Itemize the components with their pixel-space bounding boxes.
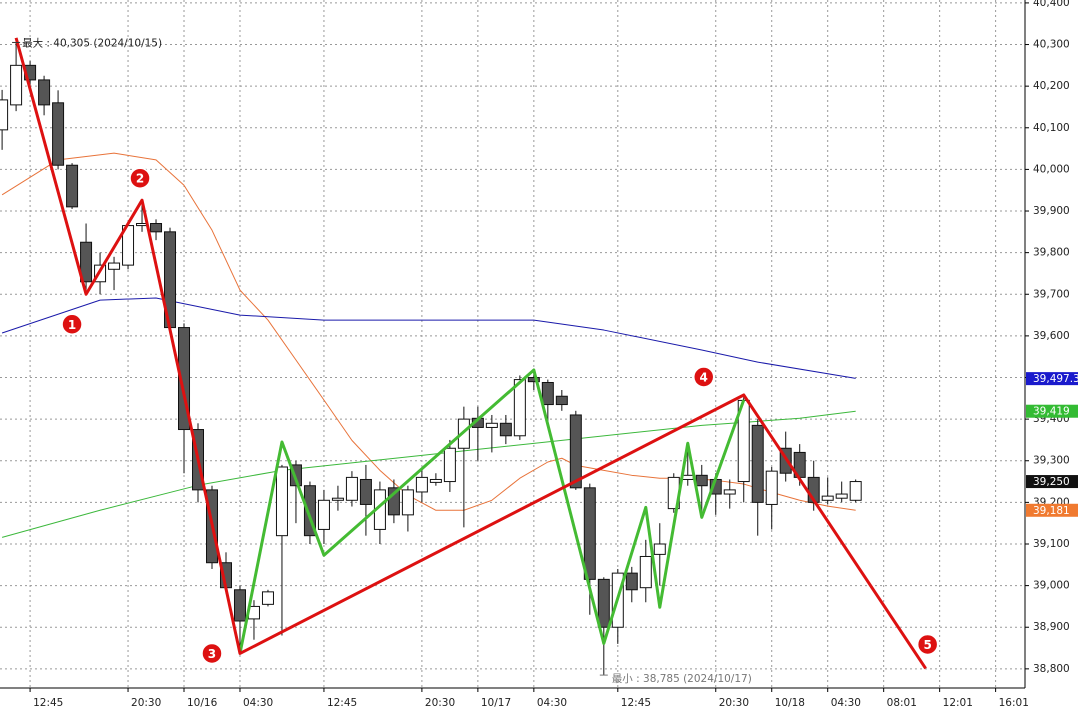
candle-body xyxy=(10,64,23,106)
candle-body xyxy=(289,464,302,487)
x-tick-label: 12:01 xyxy=(943,697,973,709)
y-tick-label: 38,800 xyxy=(1033,663,1070,675)
candle-body xyxy=(835,493,848,499)
candle-body xyxy=(275,466,288,537)
marker-circle xyxy=(129,167,151,189)
candle-body xyxy=(695,474,708,487)
candle-body xyxy=(681,474,694,480)
candle-body xyxy=(359,478,372,505)
y-tick-label: 39,700 xyxy=(1033,288,1070,300)
y-tick-label: 40,300 xyxy=(1033,39,1070,51)
marker-label: 2 xyxy=(136,172,144,186)
price-tag-label: 39,250 xyxy=(1033,476,1070,488)
y-tick-label: 39,100 xyxy=(1033,538,1070,550)
marker-circle xyxy=(61,313,83,336)
x-tick-label: 04:30 xyxy=(243,697,273,709)
y-tick-label: 39,900 xyxy=(1033,205,1070,217)
candle-body xyxy=(653,543,666,555)
candle-body xyxy=(261,591,274,605)
plot-layer xyxy=(0,0,1025,688)
candle-body xyxy=(415,476,428,493)
candle-body xyxy=(66,164,79,208)
candle-body xyxy=(723,489,736,495)
candle-body xyxy=(429,478,442,483)
y-tick-label: 39,600 xyxy=(1033,330,1070,342)
price-tag-label: 39,181 xyxy=(1033,505,1070,517)
candle-body xyxy=(108,262,121,270)
candle-body xyxy=(541,381,554,406)
candle-body xyxy=(443,447,456,483)
max-label: 最大 : 40,305 (2024/10/15) xyxy=(22,36,162,49)
min-label: 最小 : 38,785 (2024/10/17) xyxy=(612,673,752,685)
x-tick-label: 10/17 xyxy=(481,697,511,709)
y-tick-label: 40,000 xyxy=(1033,163,1070,175)
candle-body xyxy=(569,414,582,489)
candle-body xyxy=(765,470,778,505)
candle-body xyxy=(38,79,51,106)
candle-body xyxy=(303,485,316,537)
x-tick-label: 10/16 xyxy=(187,697,218,709)
candle-body xyxy=(485,422,498,428)
candle-body xyxy=(583,487,596,580)
x-tick-label: 20:30 xyxy=(719,697,749,709)
line xyxy=(238,368,746,654)
price-tag-label: 39,419 xyxy=(1033,406,1070,418)
candle-body xyxy=(513,379,526,437)
candle-body xyxy=(0,99,9,131)
price-tag xyxy=(1026,475,1078,489)
price-tag xyxy=(1026,503,1078,517)
candle-body xyxy=(527,377,540,383)
x-tick-label: 12:45 xyxy=(327,697,357,709)
y-tick-label: 40,400 xyxy=(1033,0,1070,9)
marker-circle xyxy=(916,633,939,656)
x-tick-label: 10/18 xyxy=(775,697,805,709)
x-tick-label: 20:30 xyxy=(425,697,455,709)
price-tag xyxy=(1026,372,1078,386)
x-tick-label: 12:45 xyxy=(33,697,63,709)
candle-body xyxy=(401,489,414,516)
candle-body xyxy=(331,497,344,501)
line xyxy=(14,37,927,670)
candle-body xyxy=(178,327,191,431)
line xyxy=(1,410,856,538)
candle-body xyxy=(52,102,65,166)
x-tick-label: 20:30 xyxy=(131,697,161,709)
y-tick-label: 39,000 xyxy=(1033,580,1070,592)
x-tick-label: 04:30 xyxy=(537,697,567,709)
marker-circle xyxy=(201,642,223,665)
y-tick-label: 39,800 xyxy=(1033,247,1070,259)
x-tick-label: 08:01 xyxy=(887,697,917,709)
x-tick-label: 04:30 xyxy=(831,697,861,709)
marker-label: 5 xyxy=(923,638,931,652)
y-tick-label: 40,200 xyxy=(1033,80,1070,92)
price-tag-label: 39,497.3 xyxy=(1033,373,1078,385)
candle-body xyxy=(317,499,330,530)
candle-body xyxy=(639,555,652,589)
marker-label: 4 xyxy=(700,370,708,384)
candle-body xyxy=(80,241,93,283)
marker-label: 3 xyxy=(208,647,216,661)
candle-body xyxy=(555,395,568,406)
x-tick-label: 12:45 xyxy=(621,697,651,709)
y-tick-label: 40,100 xyxy=(1033,122,1070,134)
line xyxy=(1,297,856,379)
candle-body xyxy=(499,422,512,437)
candle-body xyxy=(821,495,834,501)
marker-circle xyxy=(692,366,715,388)
y-tick-label: 38,900 xyxy=(1033,621,1070,633)
candle-body xyxy=(597,578,610,628)
price-tag xyxy=(1026,404,1078,418)
candle-body xyxy=(233,589,246,622)
y-tick-label: 39,300 xyxy=(1033,455,1070,467)
candle-body xyxy=(751,424,764,503)
candle-body xyxy=(345,476,358,501)
candle-body xyxy=(150,223,163,233)
candle-body xyxy=(625,572,638,591)
x-tick-label: 16:01 xyxy=(999,697,1029,709)
candle-body xyxy=(849,481,862,501)
marker-label: 1 xyxy=(68,318,76,332)
candle-body xyxy=(387,487,400,516)
